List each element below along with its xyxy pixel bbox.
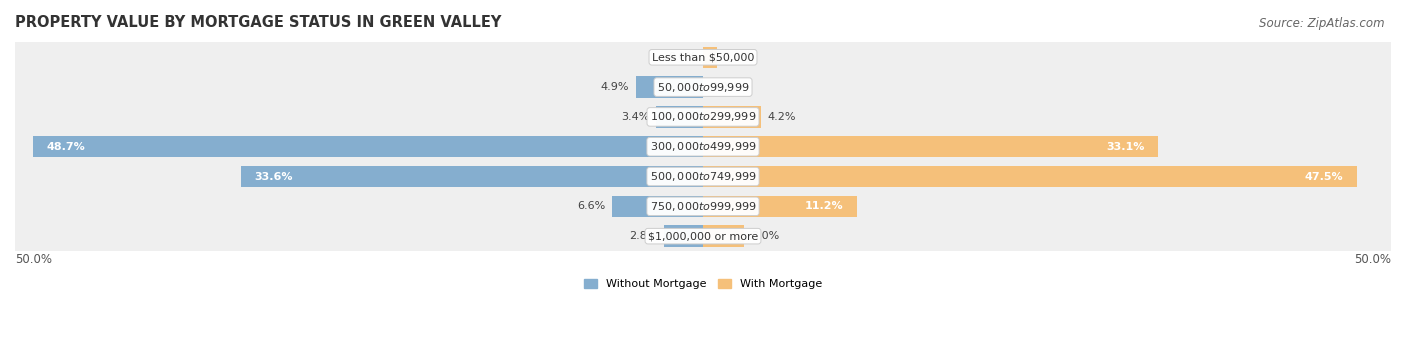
Text: $500,000 to $749,999: $500,000 to $749,999 — [650, 170, 756, 183]
Bar — [15, 191, 1391, 221]
Bar — [32, 136, 703, 157]
Text: PROPERTY VALUE BY MORTGAGE STATUS IN GREEN VALLEY: PROPERTY VALUE BY MORTGAGE STATUS IN GRE… — [15, 15, 502, 30]
Text: 0.0%: 0.0% — [668, 52, 696, 62]
Bar — [612, 195, 703, 217]
Bar — [665, 225, 703, 247]
Bar — [240, 166, 703, 187]
Text: 0.0%: 0.0% — [710, 82, 738, 92]
Text: $300,000 to $499,999: $300,000 to $499,999 — [650, 140, 756, 153]
Text: 47.5%: 47.5% — [1305, 172, 1343, 182]
Bar — [636, 76, 703, 98]
Text: 6.6%: 6.6% — [576, 201, 606, 211]
Text: 50.0%: 50.0% — [1354, 253, 1391, 266]
Text: $750,000 to $999,999: $750,000 to $999,999 — [650, 200, 756, 213]
Text: 50.0%: 50.0% — [15, 253, 52, 266]
Bar — [703, 195, 858, 217]
Text: Source: ZipAtlas.com: Source: ZipAtlas.com — [1260, 17, 1385, 30]
Text: 4.9%: 4.9% — [600, 82, 628, 92]
Text: $100,000 to $299,999: $100,000 to $299,999 — [650, 110, 756, 123]
Bar — [15, 221, 1391, 251]
Bar — [15, 72, 1391, 102]
Legend: Without Mortgage, With Mortgage: Without Mortgage, With Mortgage — [579, 274, 827, 293]
Bar — [657, 106, 703, 128]
Text: $1,000,000 or more: $1,000,000 or more — [648, 231, 758, 241]
Text: 2.8%: 2.8% — [628, 231, 658, 241]
Bar — [703, 47, 717, 68]
Bar — [703, 136, 1159, 157]
Bar — [15, 162, 1391, 191]
Text: 3.0%: 3.0% — [751, 231, 779, 241]
Text: 48.7%: 48.7% — [46, 142, 86, 152]
Text: 11.2%: 11.2% — [804, 201, 844, 211]
Bar — [15, 132, 1391, 162]
Bar — [703, 106, 761, 128]
Text: 1.0%: 1.0% — [724, 52, 752, 62]
Text: 4.2%: 4.2% — [768, 112, 796, 122]
Bar — [15, 42, 1391, 72]
Text: 33.1%: 33.1% — [1107, 142, 1144, 152]
Bar — [15, 102, 1391, 132]
Bar — [703, 166, 1357, 187]
Text: Less than $50,000: Less than $50,000 — [652, 52, 754, 62]
Text: $50,000 to $99,999: $50,000 to $99,999 — [657, 81, 749, 94]
Text: 33.6%: 33.6% — [254, 172, 292, 182]
Text: 3.4%: 3.4% — [621, 112, 650, 122]
Bar — [703, 225, 744, 247]
